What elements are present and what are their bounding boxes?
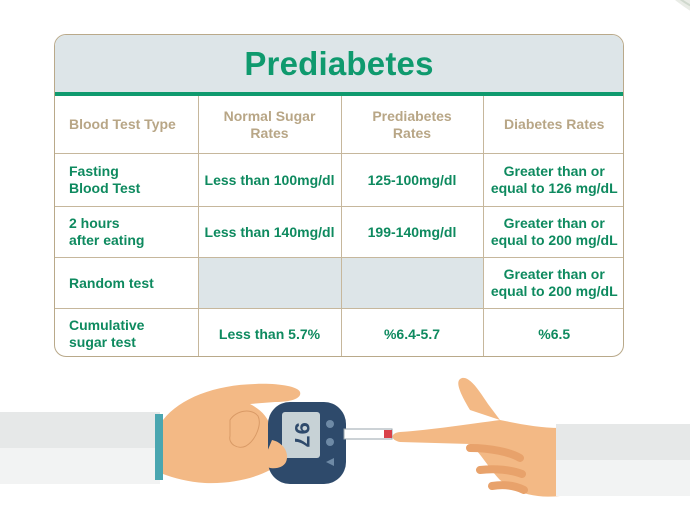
cell-prediabetes: %6.4-5.7	[341, 308, 484, 356]
corner-leaf-decoration	[675, 0, 690, 11]
cell-diabetes: Greater than or equal to 126 mg/dL	[483, 153, 623, 207]
row-label-cumulative: Cumulative sugar test	[55, 308, 199, 356]
meter-screen	[282, 412, 320, 458]
cell-normal-empty	[198, 257, 342, 309]
cell-normal: Less than 5.7%	[198, 308, 342, 356]
meter-button-bottom	[326, 438, 334, 446]
row-label-fasting: Fasting Blood Test	[55, 153, 199, 207]
cell-normal: Less than 100mg/dl	[198, 153, 342, 207]
table-row: Random test Greater than or equal to 200 …	[55, 257, 623, 309]
table-row: Fasting Blood Test Less than 100mg/dl 125…	[55, 153, 623, 207]
page-title: Prediabetes	[244, 44, 434, 82]
cell-diabetes: Greater than or equal to 200 mg/dL	[483, 206, 623, 258]
cell-diabetes: Greater than or equal to 200 mg/dL	[483, 257, 623, 309]
header-normal-sugar-rates: Normal Sugar Rates	[198, 96, 342, 154]
title-bar: Prediabetes	[55, 35, 623, 96]
table-row: 2 hours after eating Less than 140mg/dl 1…	[55, 206, 623, 258]
cell-normal: Less than 140mg/dl	[198, 206, 342, 258]
blood-sugar-table: Blood Test Type Normal Sugar Rates Predia…	[55, 96, 623, 356]
table-row: Cumulative sugar test Less than 5.7% %6.4…	[55, 308, 623, 356]
table-header-row: Blood Test Type Normal Sugar Rates Predia…	[55, 96, 623, 154]
cell-prediabetes: 199-140mg/dl	[341, 206, 484, 258]
left-cuff-icon	[155, 414, 163, 480]
header-diabetes-rates: Diabetes Rates	[483, 96, 623, 154]
cell-prediabetes: 125-100mg/dl	[341, 153, 484, 207]
prediabetes-table-card: Prediabetes Blood Test Type Normal Sugar…	[54, 34, 624, 357]
cell-prediabetes-empty	[341, 257, 484, 309]
meter-button-top	[326, 420, 334, 428]
header-blood-test-type: Blood Test Type	[55, 96, 199, 154]
meter-reading: 97	[288, 422, 313, 448]
row-label-2-hours: 2 hours after eating	[55, 206, 199, 258]
row-label-random: Random test	[55, 257, 199, 309]
glucose-test-illustration: 97	[0, 377, 690, 497]
cell-diabetes: %6.5	[538, 325, 571, 342]
header-prediabetes-rates: Prediabetes Rates	[341, 96, 484, 154]
